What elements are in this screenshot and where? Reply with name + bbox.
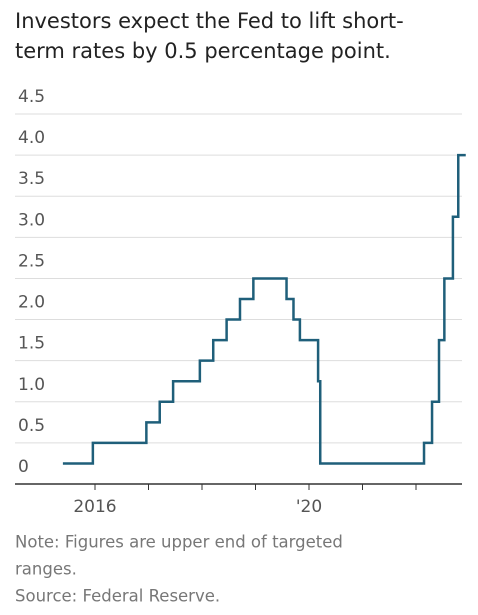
y-tick-label: 4.5 (18, 87, 45, 107)
x-tick-label: '20 (296, 497, 322, 517)
x-tick-label: 2016 (73, 497, 116, 517)
note: Note: Figures are upper end of targeted (15, 533, 343, 552)
y-tick-label: 0 (18, 457, 29, 477)
line (62, 153, 466, 465)
y-tick-label: 3.5 (18, 169, 45, 189)
source: Source: Federal Reserve. (15, 587, 220, 606)
y-tick-label: 0.5 (18, 416, 45, 436)
y-tick-label: 2.0 (18, 293, 45, 313)
y-tick-label: 2.5 (18, 251, 45, 271)
y-tick-label: 4.0 (18, 128, 45, 148)
chart-title: term rates by 0.5 percentage point. (15, 39, 391, 63)
note: ranges. (15, 560, 77, 579)
y-tick-label: 3.0 (18, 210, 45, 230)
y-tick-label: 1.0 (18, 375, 45, 395)
y-tick-label: 1.5 (18, 334, 45, 354)
chart-title: Investors expect the Fed to lift short- (15, 9, 404, 33)
